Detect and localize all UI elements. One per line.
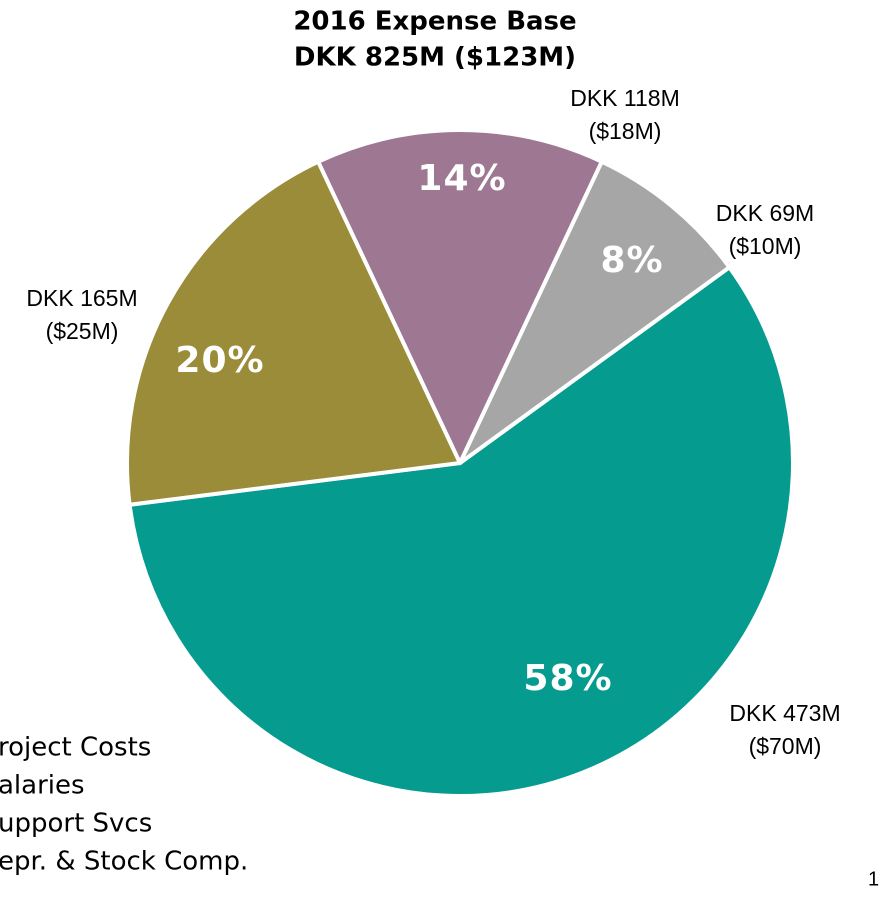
slice-annotation: ($10M): [729, 233, 802, 259]
page-number: 1: [868, 868, 879, 890]
data-label: 20%: [175, 340, 264, 381]
slice-annotation: DKK 473M: [729, 700, 840, 726]
legend-label: upport Svcs: [0, 809, 152, 839]
slice-annotation: DKK 118M: [570, 85, 680, 111]
data-label: 14%: [417, 158, 506, 199]
pie-slice: [316, 128, 604, 465]
data-label: 8%: [600, 240, 663, 281]
chart-title: 2016 Expense Base: [293, 7, 576, 37]
legend-label: epr. & Stock Comp.: [0, 847, 248, 877]
pie-slice: [458, 159, 732, 465]
data-label: 58%: [523, 658, 612, 699]
legend-label: alaries: [0, 771, 85, 801]
legend-label: roject Costs: [0, 733, 151, 763]
slice-annotation: DKK 69M: [716, 200, 814, 226]
slice-annotation: ($18M): [589, 118, 662, 144]
pie-slice: [127, 265, 795, 798]
chart-subtitle: DKK 825M ($123M): [294, 43, 576, 73]
pie-slice: [125, 159, 462, 507]
slice-annotation: ($25M): [46, 318, 119, 344]
slice-annotation: ($70M): [749, 733, 822, 759]
slice-annotation: DKK 165M: [26, 285, 137, 311]
